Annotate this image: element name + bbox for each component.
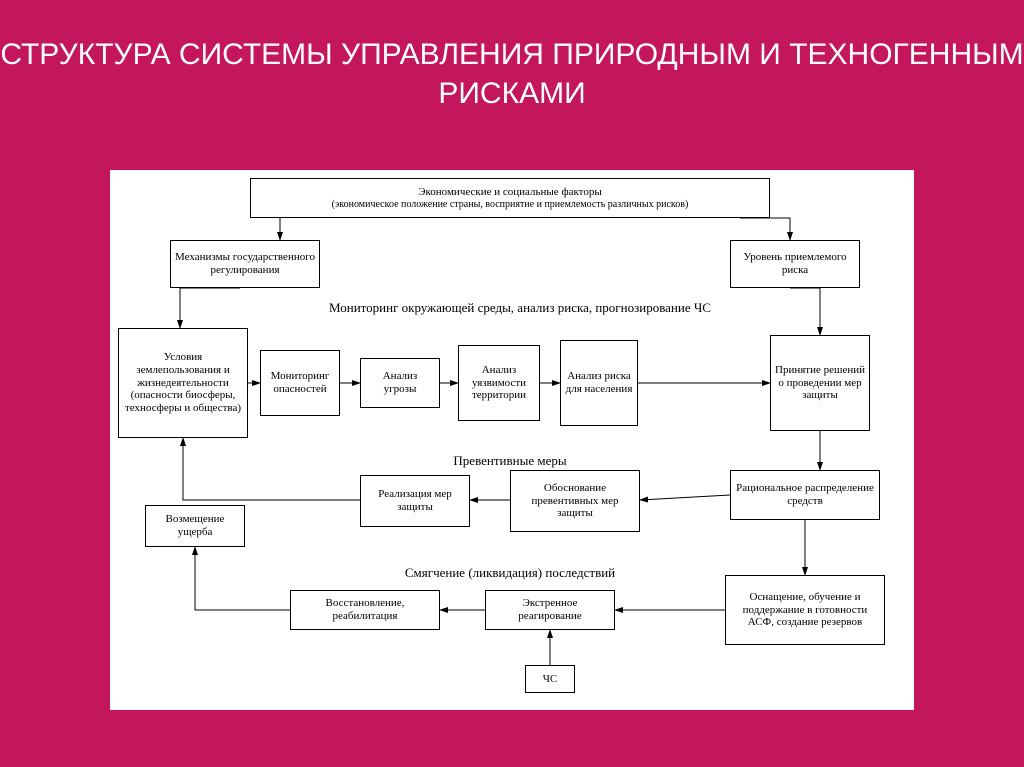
edge (640, 495, 730, 500)
flow-node-n_impl: Реализация мер защиты (360, 475, 470, 527)
section-label: Смягчение (ликвидация) последствий (360, 565, 660, 581)
flow-node-n_risk: Анализ риска для населения (560, 340, 638, 426)
edge (180, 288, 240, 328)
edge (183, 438, 360, 500)
edge (195, 547, 290, 610)
node-main-text: Экономические и социальные факторы (332, 186, 689, 199)
flow-node-n_just: Обоснование превентивных мер защиты (510, 470, 640, 532)
flow-node-n_factors: Экономические и социальные факторы(эконо… (250, 178, 770, 218)
slide: СТРУКТУРА СИСТЕМЫ УПРАВЛЕНИЯ ПРИРОДНЫМ И… (0, 0, 1024, 767)
flow-node-n_chs: ЧС (525, 665, 575, 693)
flow-node-n_level: Уровень приемлемого риска (730, 240, 860, 288)
diagram-area: Мониторинг окружающей среды, анализ риск… (110, 170, 914, 710)
flow-node-n_cond: Условия землепользования и жизнедеятельн… (118, 328, 248, 438)
edge (790, 288, 820, 335)
slide-title: СТРУКТУРА СИСТЕМЫ УПРАВЛЕНИЯ ПРИРОДНЫМ И… (0, 35, 1024, 113)
edge (740, 218, 790, 240)
flow-node-n_vuln: Анализ уязвимости территории (458, 345, 540, 421)
flow-node-n_threat: Анализ угрозы (360, 358, 440, 408)
flow-node-n_monit: Мониторинг опасностей (260, 350, 340, 416)
flow-node-n_ration: Рациональное распределение средств (730, 470, 880, 520)
flow-node-n_decide: Принятие решений о проведении мер защиты (770, 335, 870, 431)
flow-node-n_equip: Оснащение, обучение и поддержание в гото… (725, 575, 885, 645)
flow-node-n_mech: Механизмы государственного регулирования (170, 240, 320, 288)
node-sub-text: (экономическое положение страны, восприя… (332, 199, 689, 211)
section-label: Превентивные меры (410, 453, 610, 469)
flow-node-n_comp: Возмещение ущерба (145, 505, 245, 547)
flow-node-n_restore: Восстановление, реабилитация (290, 590, 440, 630)
section-label: Мониторинг окружающей среды, анализ риск… (280, 300, 760, 316)
flow-node-n_emerg: Экстренное реагирование (485, 590, 615, 630)
